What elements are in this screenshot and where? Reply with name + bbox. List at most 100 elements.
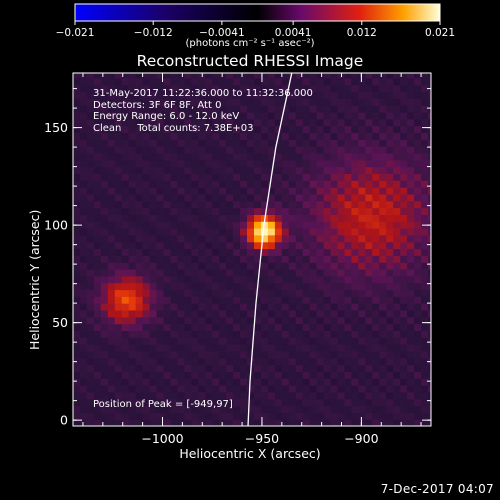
heatmap-cell (358, 310, 366, 318)
heatmap-cell (184, 193, 192, 202)
heatmap-cell (330, 282, 339, 291)
heatmap-cell (414, 269, 422, 277)
heatmap-cell (170, 350, 179, 359)
heatmap-cell (254, 118, 262, 127)
heatmap-cell (274, 364, 283, 372)
heatmap-cell (414, 248, 422, 256)
heatmap-cell (316, 228, 325, 236)
heatmap-cell (73, 255, 81, 263)
heatmap-cell (163, 310, 172, 318)
heatmap-cell (114, 146, 123, 154)
heatmap-cell (351, 105, 359, 113)
heatmap-cell (351, 378, 359, 386)
heatmap-cell (274, 228, 283, 236)
heatmap-cell (407, 241, 415, 250)
heatmap-cell (128, 73, 137, 79)
heatmap-cell (323, 234, 332, 243)
heatmap-cell (254, 241, 262, 250)
heatmap-cell (379, 98, 387, 106)
heatmap-cell (337, 159, 346, 168)
heatmap-cell (121, 371, 130, 379)
heatmap-cell (344, 173, 353, 181)
heatmap-cell (344, 350, 353, 359)
heatmap-cell (344, 146, 353, 154)
heatmap-cell (288, 139, 297, 147)
heatmap-cell (254, 398, 262, 407)
heatmap-cell (240, 412, 248, 420)
heatmap-cell (219, 412, 227, 420)
heatmap-cell (219, 241, 227, 250)
heatmap-cell (198, 139, 206, 147)
heatmap-cell (309, 132, 318, 140)
heatmap-cell (73, 132, 81, 140)
heatmap-cell (86, 132, 95, 140)
heatmap-cell (281, 303, 290, 311)
heatmap-cell (73, 112, 81, 120)
heatmap-cell (267, 275, 276, 284)
heatmap-cell (337, 385, 346, 393)
heatmap-cell (254, 166, 262, 174)
heatmap-cell (261, 282, 269, 291)
heatmap-cell (212, 405, 220, 413)
heatmap-cell (386, 296, 394, 304)
heatmap-cell (400, 330, 408, 338)
heatmap-cell (184, 412, 192, 420)
heatmap-cell (407, 159, 415, 168)
heatmap-cell (198, 241, 206, 250)
heatmap-cell (177, 112, 185, 120)
heatmap-cell (191, 112, 199, 120)
heatmap-cell (344, 98, 353, 106)
heatmap-cell (114, 214, 123, 222)
heatmap-cell (142, 98, 151, 106)
heatmap-cell (128, 303, 137, 311)
heatmap-cell (149, 125, 158, 134)
heatmap-cell (156, 234, 165, 243)
heatmap-cell (254, 378, 262, 386)
heatmap-cell (247, 289, 255, 297)
heatmap-cell (267, 98, 276, 106)
heatmap-cell (316, 105, 325, 113)
heatmap-cell (379, 289, 387, 297)
heatmap-cell (302, 173, 311, 181)
heatmap-cell (393, 132, 401, 140)
heatmap-cell (302, 364, 311, 372)
heatmap-cell (351, 214, 359, 222)
heatmap-cell (240, 84, 248, 93)
heatmap-cell (121, 173, 130, 181)
heatmap-cell (198, 296, 206, 304)
heatmap-cell (177, 391, 185, 400)
heatmap-cell (93, 153, 102, 161)
heatmap-cell (414, 282, 422, 291)
heatmap-cell (337, 221, 346, 229)
heatmap-cell (128, 289, 137, 297)
heatmap-cell (212, 255, 220, 263)
heatmap-cell (163, 241, 172, 250)
heatmap-cell (254, 357, 262, 366)
heatmap-cell (86, 193, 95, 202)
heatmap-cell (421, 364, 429, 372)
heatmap-cell (247, 105, 255, 113)
heatmap-cell (247, 207, 255, 215)
heatmap-cell (316, 241, 325, 250)
heatmap-cell (93, 132, 102, 140)
heatmap-cell (254, 316, 262, 325)
heatmap-cell (240, 187, 248, 195)
heatmap-cell (421, 337, 429, 345)
heatmap-cell (156, 98, 165, 106)
heatmap-cell (184, 139, 192, 147)
heatmap-cell (73, 146, 81, 154)
heatmap-cell (86, 412, 95, 420)
heatmap-cell (86, 207, 95, 215)
heatmap-cell (163, 316, 172, 325)
heatmap-cell (191, 125, 199, 134)
heatmap-cell (302, 84, 311, 93)
heatmap-cell (323, 187, 332, 195)
heatmap-cell (184, 391, 192, 400)
heatmap-cell (365, 207, 373, 215)
heatmap-cell (80, 364, 88, 372)
heatmap-cell (247, 132, 255, 140)
heatmap-cell (302, 91, 311, 99)
heatmap-cell (400, 132, 408, 140)
heatmap-cell (233, 91, 241, 99)
heatmap-cell (233, 187, 241, 195)
